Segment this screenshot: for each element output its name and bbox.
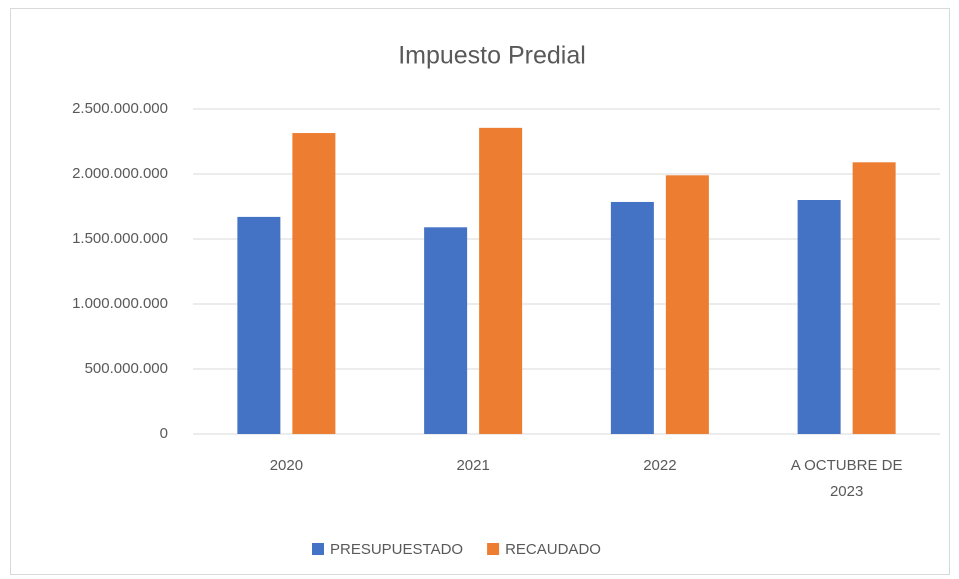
y-tick-label: 2.500.000.000 xyxy=(72,100,168,117)
y-tick-label: 2.000.000.000 xyxy=(72,165,168,182)
y-tick-label: 0 xyxy=(160,425,168,442)
bar xyxy=(479,127,523,434)
bar xyxy=(237,216,281,434)
y-tick-label: 1.000.000.000 xyxy=(72,295,168,312)
bar xyxy=(424,227,468,434)
bar xyxy=(852,162,896,435)
x-tick-label: 2021 xyxy=(456,457,489,474)
x-tick-label: 2022 xyxy=(643,457,676,474)
bar xyxy=(292,133,336,435)
bar xyxy=(797,200,841,434)
bar xyxy=(665,175,709,435)
bar xyxy=(610,201,654,434)
legend-swatch xyxy=(312,543,324,555)
y-tick-label: 500.000.000 xyxy=(85,360,168,377)
legend-swatch xyxy=(487,543,500,555)
legend-label: RECAUDADO xyxy=(505,541,601,558)
legend-label: PRESUPUESTADO xyxy=(330,541,463,558)
x-tick-label: 2020 xyxy=(270,457,303,474)
x-tick-label: A OCTUBRE DE 2023 xyxy=(791,457,903,500)
y-tick-label: 1.500.000.000 xyxy=(72,230,168,247)
chart-title: Impuesto Predial xyxy=(398,42,586,70)
